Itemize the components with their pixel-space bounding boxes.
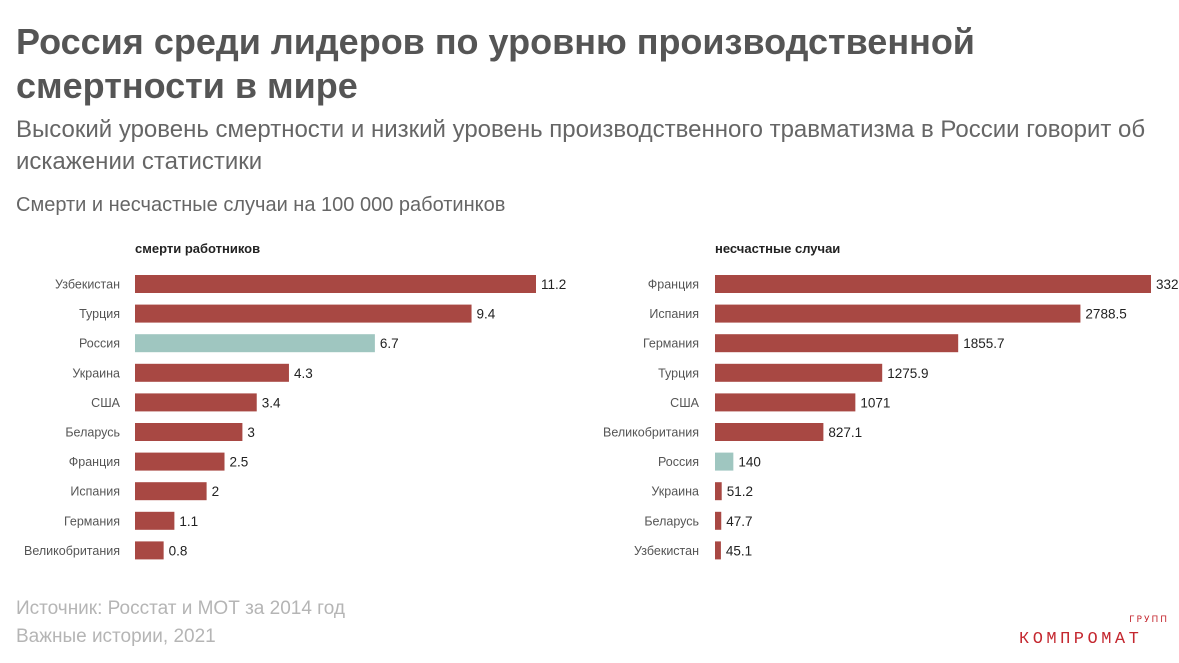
bar bbox=[715, 452, 734, 471]
bar bbox=[135, 452, 225, 471]
category-label: Испания bbox=[649, 307, 699, 321]
bar bbox=[135, 541, 164, 560]
value-label: 827.1 bbox=[828, 425, 862, 440]
source-note: Источник: Росстат и МОТ за 2014 год bbox=[16, 598, 345, 619]
category-label: Украина bbox=[651, 485, 699, 499]
bar bbox=[715, 541, 721, 560]
value-label: 4.3 bbox=[294, 366, 313, 381]
bar bbox=[135, 423, 243, 441]
value-label: 0.8 bbox=[169, 543, 188, 558]
category-label: Беларусь bbox=[65, 426, 120, 440]
value-label: 1071 bbox=[860, 395, 890, 410]
value-label: 6.7 bbox=[380, 336, 399, 351]
value-label: 2 bbox=[212, 484, 220, 499]
category-label: Германия bbox=[643, 337, 699, 351]
category-label: Турция bbox=[79, 307, 120, 321]
value-label: 1275.9 bbox=[887, 366, 928, 381]
category-label: Узбекистан bbox=[55, 278, 120, 292]
category-label: Германия bbox=[64, 514, 120, 528]
category-label: Узбекистан bbox=[634, 544, 699, 558]
value-label: 1.1 bbox=[179, 514, 198, 529]
value-label: 47.7 bbox=[726, 514, 752, 529]
value-label: 140 bbox=[738, 455, 761, 470]
category-label: Франция bbox=[648, 278, 699, 292]
value-label: 9.4 bbox=[477, 307, 496, 322]
value-label: 45.1 bbox=[726, 543, 752, 558]
category-label: Украина bbox=[72, 366, 120, 380]
kompromat-logo: ГРУПП КОМПРОМАТ bbox=[1019, 615, 1169, 649]
category-label: Испания bbox=[70, 485, 120, 499]
chart-subtitle: Высокий уровень смертности и низкий уров… bbox=[16, 116, 1146, 175]
bar bbox=[135, 511, 175, 530]
chart-title: Россия среди лидеров по уровню производс… bbox=[16, 21, 975, 106]
panel-title: смерти работников bbox=[135, 241, 260, 256]
value-label: 1855.7 bbox=[963, 336, 1004, 351]
category-label: Россия bbox=[658, 455, 699, 469]
value-label: 2788.5 bbox=[1085, 307, 1126, 322]
bar bbox=[715, 334, 959, 353]
bar bbox=[715, 423, 824, 441]
value-label: 2.5 bbox=[230, 455, 249, 470]
value-label: 3 bbox=[247, 425, 255, 440]
value-label: 3327 bbox=[1156, 277, 1179, 292]
value-label: 11.2 bbox=[541, 277, 566, 292]
bar bbox=[715, 511, 722, 530]
bar bbox=[135, 334, 375, 353]
bar bbox=[715, 275, 1151, 293]
logo-main-text: КОМПРОМАТ bbox=[1019, 630, 1143, 649]
category-label: Великобритания bbox=[24, 544, 120, 558]
value-label: 3.4 bbox=[262, 395, 281, 410]
value-label: 51.2 bbox=[727, 484, 753, 499]
category-label: Великобритания bbox=[603, 426, 699, 440]
credit-note: Важные истории, 2021 bbox=[16, 626, 216, 647]
bar bbox=[135, 393, 257, 412]
bar bbox=[715, 393, 856, 412]
bar bbox=[135, 363, 289, 382]
bar bbox=[135, 304, 472, 323]
bar bbox=[135, 275, 536, 293]
bar bbox=[135, 482, 207, 501]
category-label: Россия bbox=[79, 337, 120, 351]
bar bbox=[715, 482, 722, 501]
category-label: Турция bbox=[658, 366, 699, 380]
bar bbox=[715, 304, 1081, 323]
category-label: Беларусь bbox=[644, 514, 699, 528]
units-caption: Смерти и несчастные случаи на 100 000 ра… bbox=[16, 194, 506, 216]
category-label: США bbox=[91, 396, 120, 410]
category-label: Франция bbox=[69, 455, 120, 469]
logo-sub-text: ГРУПП bbox=[1129, 615, 1169, 625]
category-label: США bbox=[670, 396, 699, 410]
panel-title: несчастные случаи bbox=[715, 241, 840, 256]
bar bbox=[715, 363, 883, 382]
